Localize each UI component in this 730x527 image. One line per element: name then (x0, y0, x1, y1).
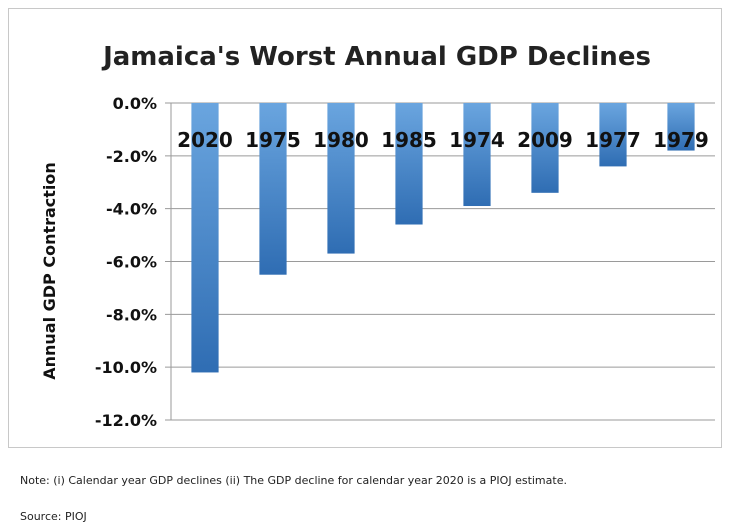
bar-2020 (191, 103, 219, 373)
category-labels: 2020 1975 1980 1985 1974 2009 1977 1979 (177, 128, 709, 152)
bar-1974 (463, 103, 491, 207)
category-label: 1977 (585, 128, 641, 152)
bar-chart: Jamaica's Worst Annual GDP Declines Annu… (40, 42, 715, 430)
bar-2009 (531, 103, 559, 193)
chart-frame: Jamaica's Worst Annual GDP Declines Annu… (8, 8, 722, 448)
footnote: Note: (i) Calendar year GDP declines (ii… (20, 474, 567, 487)
source-note: Source: PIOJ (20, 510, 87, 523)
y-tick-label: -2.0% (106, 147, 157, 166)
category-label: 2020 (177, 128, 233, 152)
bar-1980 (327, 103, 355, 254)
category-label: 1975 (245, 128, 301, 152)
bar-1985 (395, 103, 423, 225)
gridlines (165, 102, 715, 421)
y-tick-label: -12.0% (95, 411, 157, 430)
category-label: 2009 (517, 128, 573, 152)
category-label: 1985 (381, 128, 437, 152)
y-tick-label: -6.0% (106, 253, 157, 272)
y-tick-labels: 0.0% -2.0% -4.0% -6.0% -8.0% -10.0% -12.0% (95, 94, 157, 430)
category-label: 1980 (313, 128, 369, 152)
y-tick-label: -4.0% (106, 200, 157, 219)
y-axis-label: Annual GDP Contraction (40, 162, 59, 380)
bar-1979 (667, 103, 695, 151)
y-tick-label: -8.0% (106, 305, 157, 324)
bar-1975 (259, 103, 287, 275)
bar-1977 (599, 103, 627, 167)
bars (191, 103, 695, 373)
y-tick-label: -10.0% (95, 358, 157, 377)
category-label: 1974 (449, 128, 505, 152)
category-label: 1979 (653, 128, 709, 152)
y-tick-label: 0.0% (113, 94, 157, 113)
chart-title: Jamaica's Worst Annual GDP Declines (101, 42, 651, 72)
